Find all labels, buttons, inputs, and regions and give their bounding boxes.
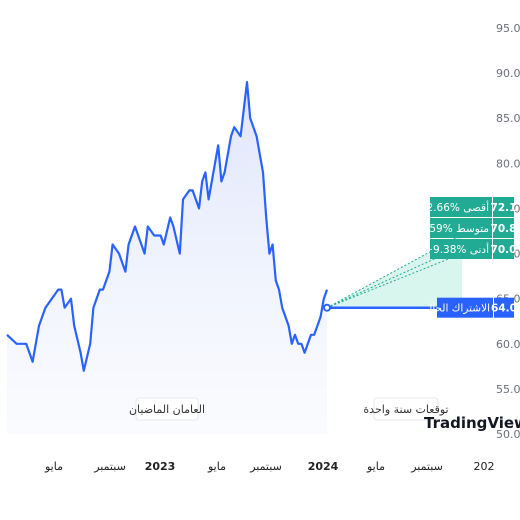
forecast-tag-label: +9.38% أدنى (424, 242, 489, 256)
forecast-tag-value-bg (493, 197, 514, 217)
x-tick-label: مايو (366, 460, 385, 473)
y-tick-label: 80.0 (496, 157, 520, 170)
y-tick-label: 90.0 (496, 67, 520, 80)
y-tick-label: 50.00 (496, 428, 520, 441)
forecast-tag-bg (430, 239, 492, 259)
forecast-tag-bg (430, 218, 492, 238)
x-tick-label: 2023 (145, 460, 176, 473)
y-tick-label: 85.0 (496, 112, 520, 125)
forecast-tag-bg (430, 197, 492, 217)
y-tick-label: 95.0 (496, 22, 520, 35)
forecast-tag: +9.38% أدنى 70.0 (424, 239, 516, 259)
x-tick-label: 2024 (308, 460, 339, 473)
x-tick-label: سبتمبر (93, 460, 126, 473)
y-tick-label: 55.0 (496, 383, 520, 396)
history-area-fill (7, 82, 327, 434)
forecast-line (326, 245, 463, 309)
forecast-tag-value: 70.8 (491, 223, 517, 235)
x-tick-label: مايو (207, 460, 226, 473)
current-tag-bg (437, 297, 493, 318)
x-axis: مايو سبتمبر 2023 مايو سبتمبر 2024 مايو سبتمبر 20… (44, 460, 495, 473)
value-tags: +12.66% أقصى 72.1+10.59% متوسط 70.8+9.38% … (404, 197, 517, 318)
current-tag-label: الاشتراك الحالي (420, 303, 490, 315)
x-tick-label: مايو (44, 460, 63, 473)
forecast-label: توقعات سنة واحدة (363, 403, 448, 416)
forecast-line (326, 253, 463, 309)
tradingview-logo: TradingView (424, 414, 520, 432)
forecast-tag-value: 70.0 (491, 244, 517, 256)
current-tag-value: 64.0 (491, 303, 517, 315)
x-tick-label: سبتمبر (249, 460, 282, 473)
x-tick-label: سبتمبر (410, 460, 443, 473)
history-label: العامان الماضيان (129, 403, 205, 416)
brand-text: TradingView (424, 414, 520, 432)
current-tag-value-bg (494, 297, 514, 318)
forecast-tag-label: +12.66% أقصى (411, 200, 489, 214)
history-line (6, 81, 329, 372)
forecast-tag-value: 72.1 (491, 202, 517, 214)
forecast-tag-label: +10.59% متوسط (404, 223, 489, 235)
history-area (7, 82, 327, 434)
forecast-label-box: توقعات سنة واحدة (363, 397, 449, 421)
forecast-tag-value-bg (493, 218, 514, 238)
x-tick-label: 202 (474, 460, 495, 473)
last-point-marker (323, 303, 331, 312)
forecast-tag: +12.66% أقصى 72.1 (411, 197, 516, 217)
history-label-box: العامان الماضيان (129, 397, 205, 421)
history-series-line (6, 81, 329, 372)
forecast-tag: +10.59% متوسط 70.8 (404, 218, 517, 238)
current-tag: الاشتراك الحالي 64.0 (420, 297, 517, 318)
y-tick-label: 60.0 (496, 338, 520, 351)
forecast-line (326, 234, 463, 309)
forecast-tag-value-bg (493, 239, 514, 259)
